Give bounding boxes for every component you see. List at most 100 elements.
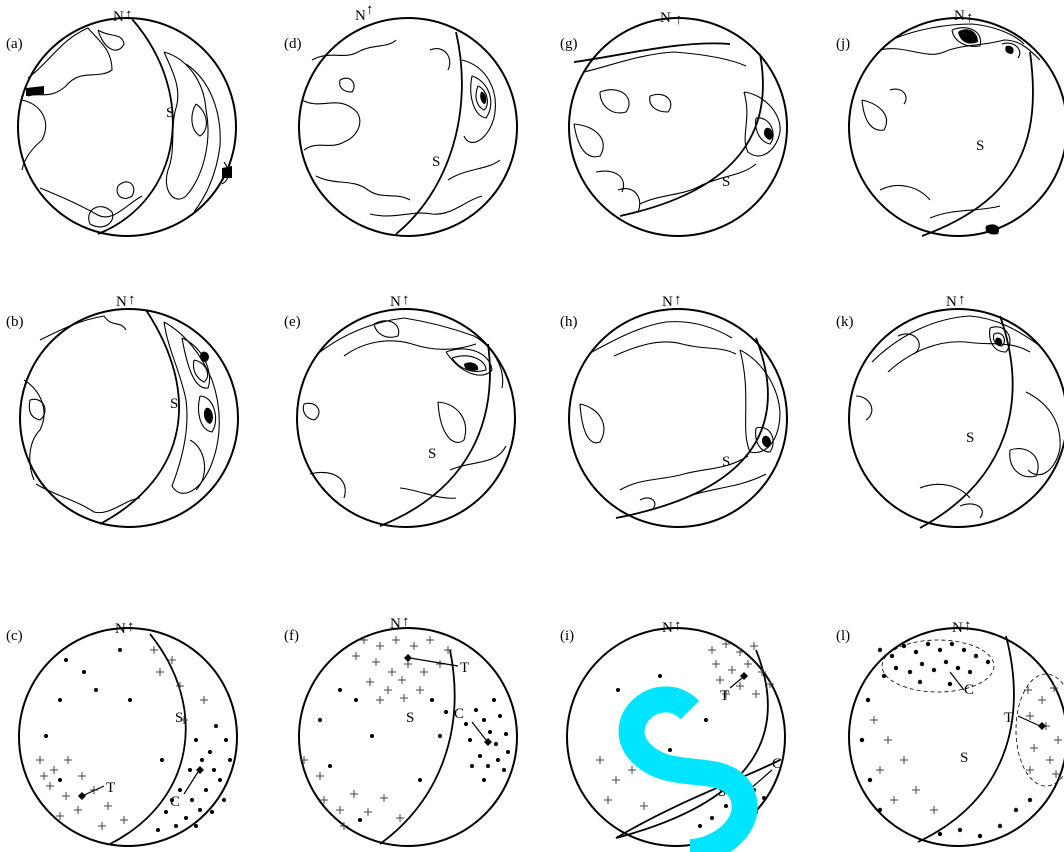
stereonet-circle <box>848 17 1064 237</box>
panel-label-l: (l) <box>836 628 850 644</box>
density-contours <box>23 315 220 514</box>
great-circle-s <box>395 31 463 235</box>
great-circle-s <box>619 53 764 217</box>
panel-label-e: (e) <box>284 314 301 330</box>
stereonet-circle <box>848 627 1064 847</box>
stereonet-circle <box>19 308 239 528</box>
great-circle-s <box>615 337 769 519</box>
plane-label-s: S <box>966 430 974 446</box>
panel-label-b: (b) <box>6 314 24 330</box>
panel-c: (c) N ↑ S T <box>6 619 238 847</box>
density-max <box>222 166 232 178</box>
panel-b: (b) N ↑ S <box>6 292 239 528</box>
panel-label-g: (g) <box>560 36 578 52</box>
axis-crosses <box>300 636 452 830</box>
c-axis-leader <box>949 671 965 691</box>
panel-label-c: (c) <box>6 628 23 644</box>
north-label: N <box>390 616 401 632</box>
density-contours <box>21 27 229 228</box>
panel-h: (h) N ↑ S <box>560 292 788 528</box>
plane-label-s: S <box>428 446 436 462</box>
north-label: N <box>113 9 124 25</box>
north-arrow-icon: ↑ <box>402 614 410 630</box>
axis-crosses <box>596 640 774 810</box>
stereonet-circle <box>568 17 788 237</box>
t-axis-label: T <box>720 688 729 704</box>
north-arrow-icon: ↑ <box>966 10 974 26</box>
stereonet-circle <box>848 308 1064 528</box>
panel-k: (k) N ↑ S <box>836 292 1064 529</box>
north-label: N <box>946 294 957 310</box>
panel-label-i: (i) <box>560 628 574 644</box>
great-circle-secondary <box>615 759 781 839</box>
pole-points <box>44 648 232 832</box>
density-contours <box>861 23 1041 219</box>
c-axis-leader <box>183 771 199 795</box>
north-arrow-icon: ↑ <box>125 7 133 23</box>
density-max <box>199 351 209 362</box>
density-max <box>480 91 487 104</box>
north-arrow-icon: ↑ <box>675 12 683 28</box>
t-axis-label: T <box>106 780 115 796</box>
pole-points <box>318 688 510 822</box>
north-arrow-icon: ↑ <box>674 292 682 308</box>
density-max <box>958 29 978 44</box>
panel-label-h: (h) <box>560 314 578 330</box>
great-circle-s <box>917 635 1015 843</box>
density-max <box>1005 45 1014 54</box>
density-contours <box>302 317 507 499</box>
north-arrow-icon: ↑ <box>128 292 136 308</box>
density-contours <box>573 51 781 213</box>
panel-d: (d) N ↑ S <box>284 2 518 237</box>
density-contours <box>301 39 501 217</box>
plane-label-s: S <box>432 154 440 170</box>
north-label: N <box>355 8 366 24</box>
north-label: N <box>952 620 963 636</box>
t-axis-marker <box>1038 722 1046 730</box>
panel-l: (l) N ↑ S T <box>836 618 1064 847</box>
great-circle-secondary <box>573 42 731 63</box>
great-circle-s <box>97 18 174 235</box>
panel-f: (f) N ↑ S T C <box>284 614 518 847</box>
great-circle-s <box>921 51 1034 237</box>
north-label: N <box>662 294 673 310</box>
c-axis-leader <box>471 721 487 741</box>
north-label: N <box>660 10 671 26</box>
panel-label-d: (d) <box>284 36 302 52</box>
density-max <box>464 362 479 371</box>
north-arrow-icon: ↑ <box>402 292 410 308</box>
plane-label-s: S <box>406 710 414 726</box>
stereonet-circle <box>17 17 237 237</box>
panel-label-a: (a) <box>6 36 23 52</box>
panel-a: (a) N ↑ S <box>6 7 237 237</box>
density-max <box>995 337 1003 346</box>
plane-label-s: S <box>722 174 730 190</box>
panel-label-f: (f) <box>284 628 299 644</box>
c-axis-label: C <box>170 794 180 810</box>
north-arrow-icon: ↑ <box>366 2 374 18</box>
stereonet-circle <box>296 308 516 528</box>
north-arrow-icon: ↑ <box>964 618 972 634</box>
stereonet-circle <box>298 17 518 237</box>
density-max <box>203 407 213 424</box>
plane-label-s: S <box>175 710 183 726</box>
panel-g: (g) N ↑ S <box>560 10 788 237</box>
north-label: N <box>390 294 401 310</box>
plane-label-s: S <box>722 454 730 470</box>
density-contours <box>579 321 781 511</box>
north-arrow-icon: ↑ <box>674 618 682 634</box>
stereonet-circle <box>568 308 788 528</box>
t-axis-leader <box>729 677 743 689</box>
pole-points <box>859 641 1033 839</box>
plane-label-s: S <box>718 784 726 800</box>
north-label: N <box>116 294 127 310</box>
axis-crosses <box>36 646 208 830</box>
great-circle-s <box>99 309 180 525</box>
t-axis-label: T <box>1004 710 1013 726</box>
c-axis-label: C <box>772 756 782 772</box>
t-axis-leader <box>81 785 105 797</box>
density-max <box>26 86 44 96</box>
watermark-logo <box>618 686 758 852</box>
t-axis-leader <box>1017 715 1041 727</box>
